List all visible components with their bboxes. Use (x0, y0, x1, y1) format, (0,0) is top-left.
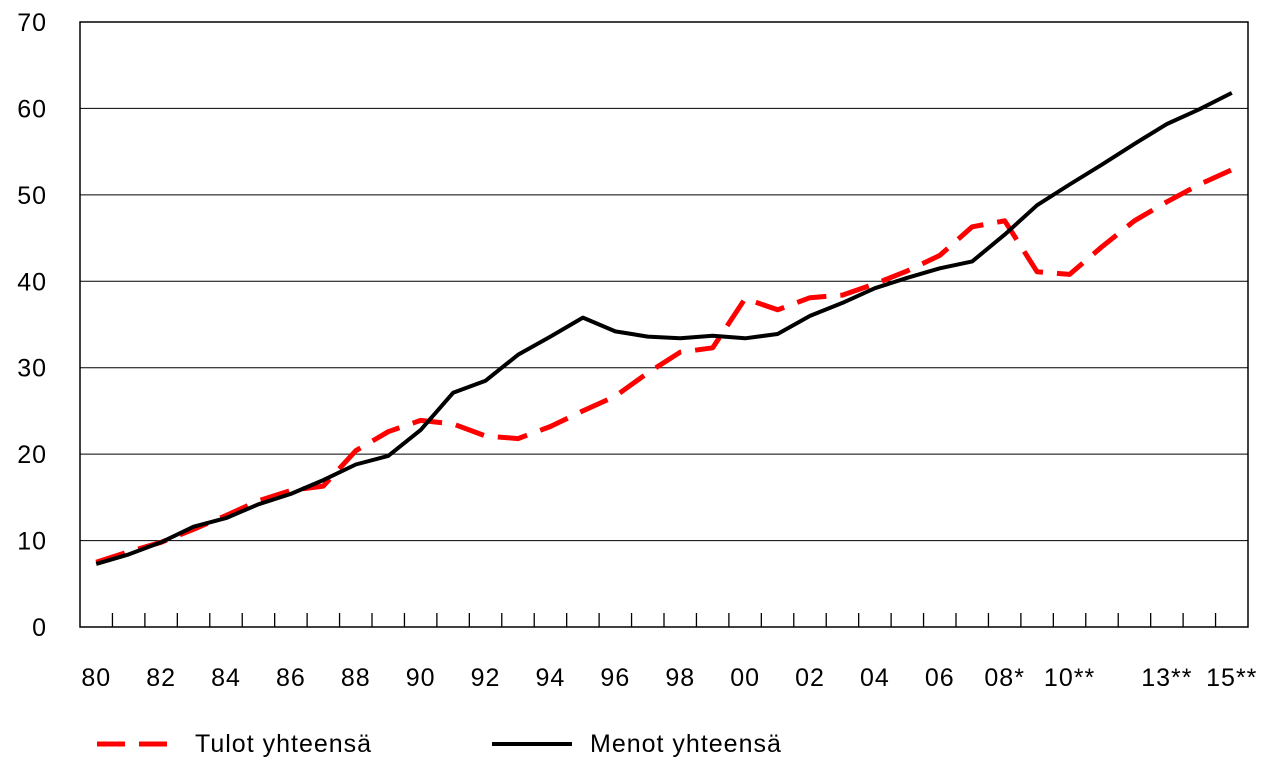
y-tick-label: 40 (17, 268, 47, 296)
legend: Tulot yhteensä Menot yhteensä (97, 730, 782, 758)
legend-label: Menot yhteensä (590, 730, 782, 758)
x-tick-label: 98 (665, 664, 695, 692)
x-tick-label: 86 (276, 664, 306, 692)
y-tick-label: 70 (17, 9, 47, 37)
x-tick-label: 04 (860, 664, 890, 692)
x-tick-label: 92 (471, 664, 501, 692)
gridlines (80, 107, 1248, 542)
x-tick-label: 06 (925, 664, 955, 692)
x-tick-label: 13** (1141, 664, 1192, 692)
x-tick-label: 90 (406, 664, 436, 692)
plot-area-frame (79, 21, 1249, 628)
x-tick-label: 88 (341, 664, 371, 692)
x-tick-label: 82 (146, 664, 176, 692)
x-tick-label: 02 (795, 664, 825, 692)
x-tick-label: 00 (730, 664, 760, 692)
y-tick-label: 60 (17, 95, 47, 123)
x-tick-label: 10** (1044, 664, 1095, 692)
series-layer (95, 91, 1233, 566)
x-tick-label: 94 (536, 664, 566, 692)
y-tick-label: 10 (17, 528, 47, 556)
x-tick-label: 80 (81, 664, 111, 692)
y-tick-label: 0 (32, 614, 47, 642)
series-line-tulot (95, 167, 1233, 565)
y-tick-label: 30 (17, 355, 47, 383)
x-tick-label: 84 (211, 664, 241, 692)
legend-label: Tulot yhteensä (195, 730, 372, 758)
y-tick-label: 20 (17, 441, 47, 469)
y-axis-tick-labels: 0 10 20 30 40 50 60 70 (17, 9, 47, 642)
series-line-menot (95, 91, 1233, 566)
x-axis-ticks (111, 613, 1217, 627)
y-tick-label: 50 (17, 182, 47, 210)
x-tick-label: 15** (1206, 664, 1257, 692)
x-axis-tick-labels: 80 82 84 86 88 90 92 94 96 98 00 02 04 06 08* 10** 13** 1… (81, 664, 1257, 692)
x-tick-label: 08* (984, 664, 1025, 692)
x-tick-label: 96 (600, 664, 630, 692)
